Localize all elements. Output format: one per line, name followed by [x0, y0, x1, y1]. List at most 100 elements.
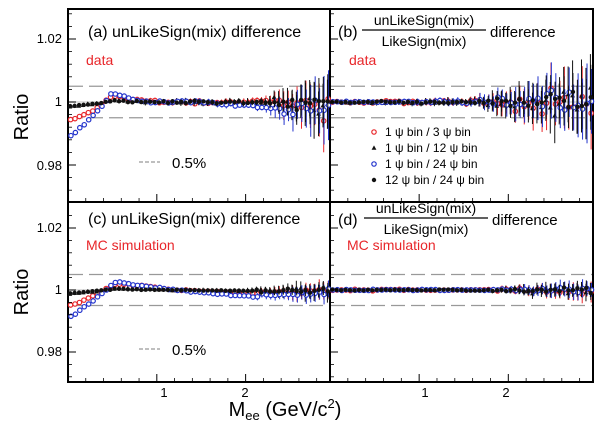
- point-c-3: [254, 287, 259, 292]
- point-b-2: [535, 95, 541, 102]
- point-a-3: [125, 99, 131, 105]
- point-c-3: [94, 288, 100, 293]
- point-c-3: [116, 286, 122, 291]
- point-c-2: [116, 279, 123, 285]
- point-c-2: [139, 282, 145, 289]
- point-c-3: [276, 289, 282, 294]
- point-b-3: [437, 100, 442, 105]
- point-a-2: [303, 105, 310, 112]
- point-a-2: [281, 111, 287, 117]
- point-b-3: [499, 98, 504, 104]
- point-c-0: [85, 295, 92, 301]
- point-a-2: [90, 112, 96, 119]
- point-a-2: [81, 121, 88, 128]
- point-c-2: [68, 313, 74, 320]
- point-d-3: [432, 288, 437, 293]
- point-b-2: [503, 102, 510, 108]
- point-a-3: [267, 101, 273, 106]
- point-c-2: [294, 292, 301, 298]
- point-d-3: [584, 285, 589, 291]
- point-a-3: [179, 99, 184, 105]
- point-a-3: [303, 100, 308, 105]
- point-b-3: [401, 100, 406, 105]
- point-c-3: [112, 286, 117, 291]
- point-d-2: [575, 289, 581, 296]
- point-d-3: [392, 287, 397, 292]
- point-b-3: [477, 98, 482, 104]
- point-a-3: [72, 103, 77, 109]
- ylabel-top: Ratio: [11, 94, 33, 141]
- point-d-3: [423, 287, 429, 293]
- point-b-3: [463, 99, 469, 105]
- point-b-3: [468, 100, 473, 105]
- ylabel-bottom: Ratio: [11, 269, 33, 316]
- point-a-3: [196, 99, 202, 104]
- point-a-2: [85, 116, 92, 123]
- point-c-0: [67, 302, 74, 308]
- point-c-3: [294, 288, 299, 294]
- point-d-3: [552, 287, 558, 292]
- point-b-2: [566, 89, 572, 96]
- point-c-3: [325, 289, 330, 294]
- point-c-2: [241, 293, 247, 299]
- point-a-0: [85, 109, 92, 116]
- point-b-3: [419, 101, 424, 106]
- point-c-2: [72, 311, 79, 317]
- point-a-3: [245, 100, 251, 106]
- point-b-3: [588, 95, 593, 100]
- point-a-3: [130, 100, 135, 105]
- point-a-2: [77, 124, 83, 131]
- point-d-3: [490, 288, 495, 294]
- point-c-3: [152, 287, 157, 293]
- point-c-3: [103, 287, 108, 292]
- point-a-2: [232, 103, 239, 109]
- point-c-3: [192, 288, 197, 293]
- point-d-3: [579, 287, 585, 292]
- point-b-3: [517, 97, 522, 102]
- point-c-2: [214, 291, 221, 298]
- point-a-2: [259, 104, 265, 111]
- point-d-3: [526, 288, 531, 293]
- point-c-3: [147, 287, 153, 292]
- point-c-2: [272, 292, 279, 299]
- point-d-3: [557, 289, 562, 294]
- legend-markers: [371, 129, 377, 183]
- point-c-3: [90, 288, 95, 294]
- point-d-3: [356, 287, 362, 293]
- point-b-3: [347, 100, 353, 105]
- point-c-3: [170, 287, 175, 293]
- point-c-3: [316, 287, 322, 293]
- point-a-2: [72, 129, 79, 136]
- point-a-3: [139, 99, 144, 105]
- point-b-3: [370, 100, 375, 105]
- point-c-2: [285, 291, 292, 298]
- point-a-3: [254, 99, 259, 105]
- point-a-3: [99, 100, 104, 106]
- point-b-3: [423, 100, 429, 105]
- point-c-3: [236, 288, 242, 293]
- point-a-2: [125, 95, 132, 101]
- point-a-3: [76, 102, 82, 108]
- point-d-3: [575, 285, 580, 291]
- point-d-3: [419, 288, 424, 293]
- legend-marker-2: [371, 161, 377, 167]
- point-b-3: [454, 99, 460, 105]
- ytick-label-c-1: 1: [55, 282, 62, 297]
- point-a-3: [307, 100, 313, 106]
- point-c-3: [298, 289, 304, 294]
- point-b-3: [543, 94, 549, 100]
- point-d-3: [530, 288, 536, 294]
- point-c-0: [81, 297, 87, 303]
- point-c-3: [232, 288, 237, 293]
- legend-marker-0: [371, 129, 377, 135]
- point-a-3: [205, 100, 211, 105]
- point-a-3: [214, 101, 219, 106]
- point-d-3: [441, 287, 446, 292]
- point-b-3: [432, 99, 437, 105]
- point-b-3: [530, 98, 536, 103]
- xtick-label-right-2: 2: [502, 385, 509, 400]
- panel-d-numerator: unLikeSign(mix): [376, 200, 476, 216]
- ytick-label-c-0.98: 0.98: [37, 344, 62, 359]
- data-points: [67, 54, 595, 320]
- point-c-2: [90, 298, 96, 304]
